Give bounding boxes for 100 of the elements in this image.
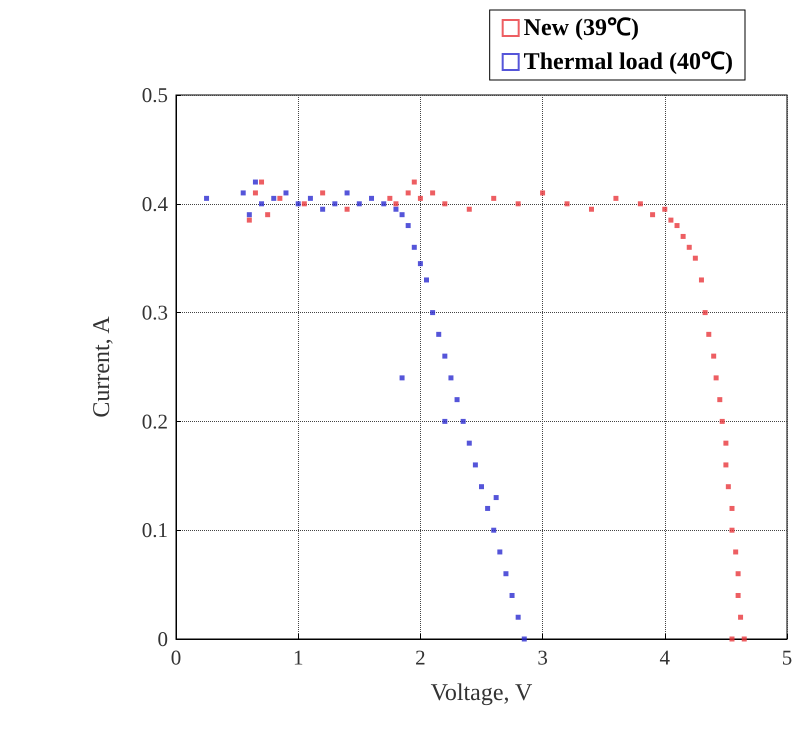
point <box>491 528 496 533</box>
point <box>723 440 728 446</box>
point <box>246 218 252 223</box>
point <box>369 196 374 201</box>
x-tick-label: 5 <box>782 646 792 670</box>
legend-label: Thermal load (40℃) <box>524 49 734 75</box>
point <box>283 190 288 196</box>
point <box>259 180 264 185</box>
y-tick-label: 0.5 <box>142 83 168 107</box>
y-tick-label: 0.4 <box>142 192 168 216</box>
point <box>265 212 270 218</box>
point <box>412 180 417 185</box>
point <box>736 571 741 576</box>
point <box>613 196 618 201</box>
point <box>259 201 264 206</box>
point <box>424 277 430 282</box>
point <box>320 190 326 196</box>
x-tick-label: 4 <box>660 646 671 670</box>
point <box>485 506 490 511</box>
point <box>698 277 704 282</box>
point <box>332 201 338 206</box>
point <box>436 332 442 337</box>
point <box>252 190 258 196</box>
point <box>510 592 515 598</box>
point <box>706 332 712 337</box>
point <box>650 212 656 218</box>
point <box>472 462 478 468</box>
point <box>692 256 698 261</box>
x-axis-title: Voltage, V <box>430 680 534 706</box>
point <box>702 310 708 316</box>
point <box>356 201 362 206</box>
point <box>302 201 307 206</box>
point <box>387 196 392 201</box>
x-tick-label: 2 <box>415 646 426 670</box>
point <box>717 397 722 402</box>
point <box>400 212 405 218</box>
point <box>588 206 594 212</box>
point <box>271 196 276 201</box>
x-tick-label: 1 <box>292 646 304 670</box>
point <box>204 196 210 201</box>
y-axis-title: Current, A <box>89 316 115 418</box>
point <box>503 571 508 576</box>
point <box>246 212 252 218</box>
point <box>540 190 546 196</box>
point <box>674 223 680 228</box>
y-tick-label: 0 <box>158 627 168 651</box>
x-tick-label: 3 <box>537 646 548 670</box>
point <box>442 418 448 424</box>
point <box>442 201 448 206</box>
point <box>497 549 502 554</box>
point <box>308 196 313 201</box>
point <box>516 201 521 206</box>
point <box>442 354 448 359</box>
point <box>400 375 405 380</box>
legend-label: New (39℃) <box>524 15 639 41</box>
point <box>723 462 728 468</box>
point <box>720 418 725 424</box>
point <box>730 636 735 642</box>
point <box>406 223 411 228</box>
point <box>454 397 460 402</box>
point <box>320 206 326 212</box>
point <box>393 206 398 212</box>
point <box>430 190 436 196</box>
point <box>726 484 731 490</box>
point <box>494 495 499 500</box>
point <box>733 549 738 554</box>
point <box>344 206 350 212</box>
point <box>252 180 258 185</box>
point <box>680 234 686 239</box>
point <box>522 636 527 642</box>
point <box>564 201 570 206</box>
point <box>448 375 454 380</box>
point <box>686 244 692 250</box>
point <box>638 201 643 206</box>
point <box>418 261 423 266</box>
point <box>479 484 484 490</box>
point <box>491 196 496 201</box>
point <box>412 244 417 250</box>
point <box>738 614 744 620</box>
point <box>406 190 411 196</box>
y-tick-label: 0.3 <box>142 300 168 325</box>
point <box>730 506 735 511</box>
y-tick-label: 0.1 <box>142 518 168 542</box>
point <box>662 206 668 212</box>
point <box>430 310 436 316</box>
point <box>277 196 282 201</box>
point <box>381 201 386 206</box>
point <box>344 190 350 196</box>
point <box>714 375 719 380</box>
point <box>240 190 246 196</box>
point <box>711 354 716 359</box>
point <box>296 201 301 206</box>
point <box>516 614 521 620</box>
point <box>393 201 398 206</box>
point <box>460 418 466 424</box>
point <box>418 196 423 201</box>
point <box>466 206 472 212</box>
point <box>466 440 472 446</box>
point <box>668 218 674 223</box>
point <box>730 528 735 533</box>
